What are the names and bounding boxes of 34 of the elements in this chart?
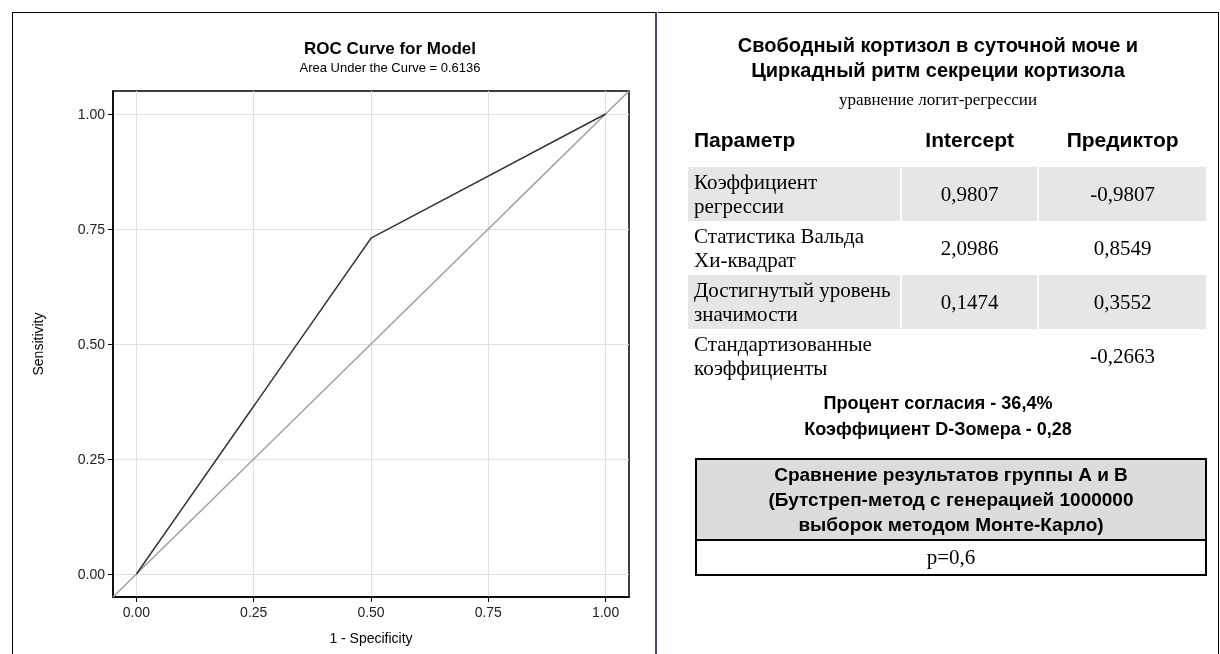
text: Процент согласия - 36,4% (822, 393, 1054, 414)
text: p=0,6 (925, 544, 977, 571)
y-axis-title: Sensitivity (30, 312, 46, 376)
text: 0,9807 (901, 167, 1039, 221)
text: Статистика Вальда Хи-квадрат (688, 221, 901, 275)
text: Intercept (901, 113, 1039, 167)
y-tick-label: 0.50 (77, 336, 106, 352)
text: Параметр (688, 113, 901, 167)
chart-title: ROC Curve for Model (304, 39, 476, 58)
text: 2,0986 (901, 221, 1039, 275)
text: 0,1474 (901, 275, 1039, 329)
text: 0,8549 (1038, 221, 1207, 275)
text: Стандартизованные коэффициенты (688, 329, 901, 383)
x-tick-label: 0.50 (357, 604, 385, 620)
text: -0,2663 (1038, 329, 1207, 383)
y-tick-label: 0.00 (77, 566, 106, 582)
text: -0,9807 (1038, 167, 1207, 221)
text: Достигнутый уровень значимости (688, 275, 901, 329)
x-tick-label: 0.25 (240, 604, 268, 620)
chart-subtitle: Area Under the Curve = 0.6136 (299, 60, 481, 75)
text: Коэффициент D-Зомера - 0,28 (803, 419, 1073, 440)
text: Предиктор (1038, 113, 1207, 167)
text: Свободный кортизол в суточной моче и Циркадный ритм секреции кортизола (736, 33, 1140, 83)
x-tick-label: 1.00 (591, 604, 620, 620)
text: Сравнение результатов группы А и В (Бутстреп-метод с генерацией 1000000 выборок методом Монте-Карло) (697, 460, 1205, 541)
y-tick-label: 1.00 (77, 106, 106, 122)
text: 0,3552 (1038, 275, 1207, 329)
x-axis-title: 1 - Specificity (329, 630, 413, 646)
x-tick-label: 0.00 (122, 604, 151, 620)
text: Коэффициент регрессии (688, 167, 901, 221)
y-tick-label: 0.75 (77, 221, 106, 237)
text: уравнение логит-регрессии (837, 90, 1039, 110)
x-tick-label: 0.75 (474, 604, 503, 620)
y-tick-label: 0.25 (77, 451, 106, 467)
